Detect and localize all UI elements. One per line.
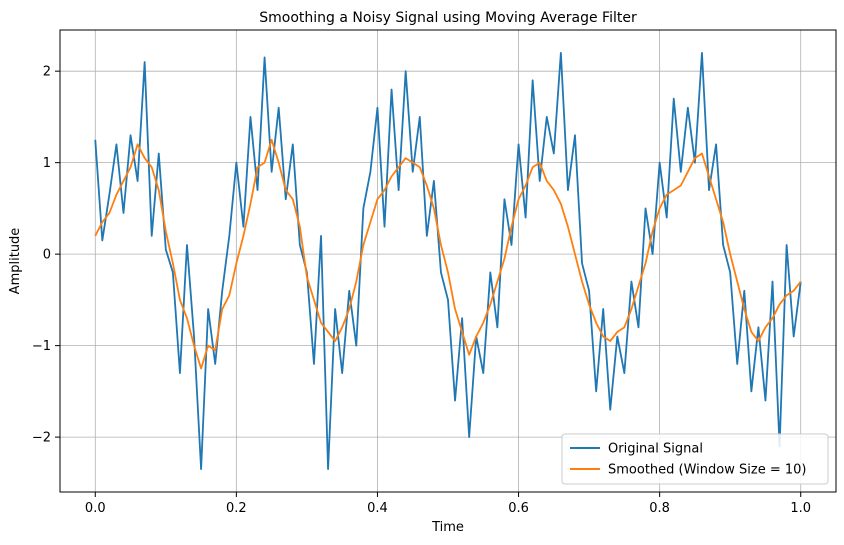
y-tick-label: −2	[32, 431, 51, 446]
series-line-smoothed	[94, 138, 802, 370]
x-tick-label: 0.0	[85, 501, 106, 516]
x-tick-label: 0.6	[508, 501, 529, 516]
x-axis-ticks: 0.0 0.2 0.4 0.6 0.8 1.0	[85, 492, 811, 516]
series-line-original	[94, 51, 802, 471]
x-tick-label: 0.4	[367, 501, 388, 516]
y-tick-label: 1	[43, 156, 51, 171]
y-axis-ticks: −2 −1 0 1 2	[32, 65, 60, 446]
y-tick-label: 0	[43, 248, 51, 263]
legend-box	[561, 433, 829, 485]
grid-lines	[60, 30, 836, 492]
x-tick-label: 0.2	[226, 501, 247, 516]
y-axis-label: Amplitude	[8, 228, 23, 295]
legend-label-smoothed: Smoothed (Window Size = 10)	[608, 463, 806, 478]
y-tick-label: 2	[43, 65, 51, 80]
legend-label-original: Original Signal	[608, 442, 703, 457]
y-tick-label: −1	[32, 339, 51, 354]
x-tick-label: 0.8	[649, 501, 670, 516]
x-tick-label: 1.0	[790, 501, 811, 516]
plot-frame	[59, 29, 837, 493]
x-axis-label: Time	[431, 520, 464, 535]
legend: Original Signal Smoothed (Window Size = …	[561, 433, 829, 485]
chart-title: Smoothing a Noisy Signal using Moving Av…	[259, 10, 637, 26]
series-lines	[94, 51, 802, 471]
